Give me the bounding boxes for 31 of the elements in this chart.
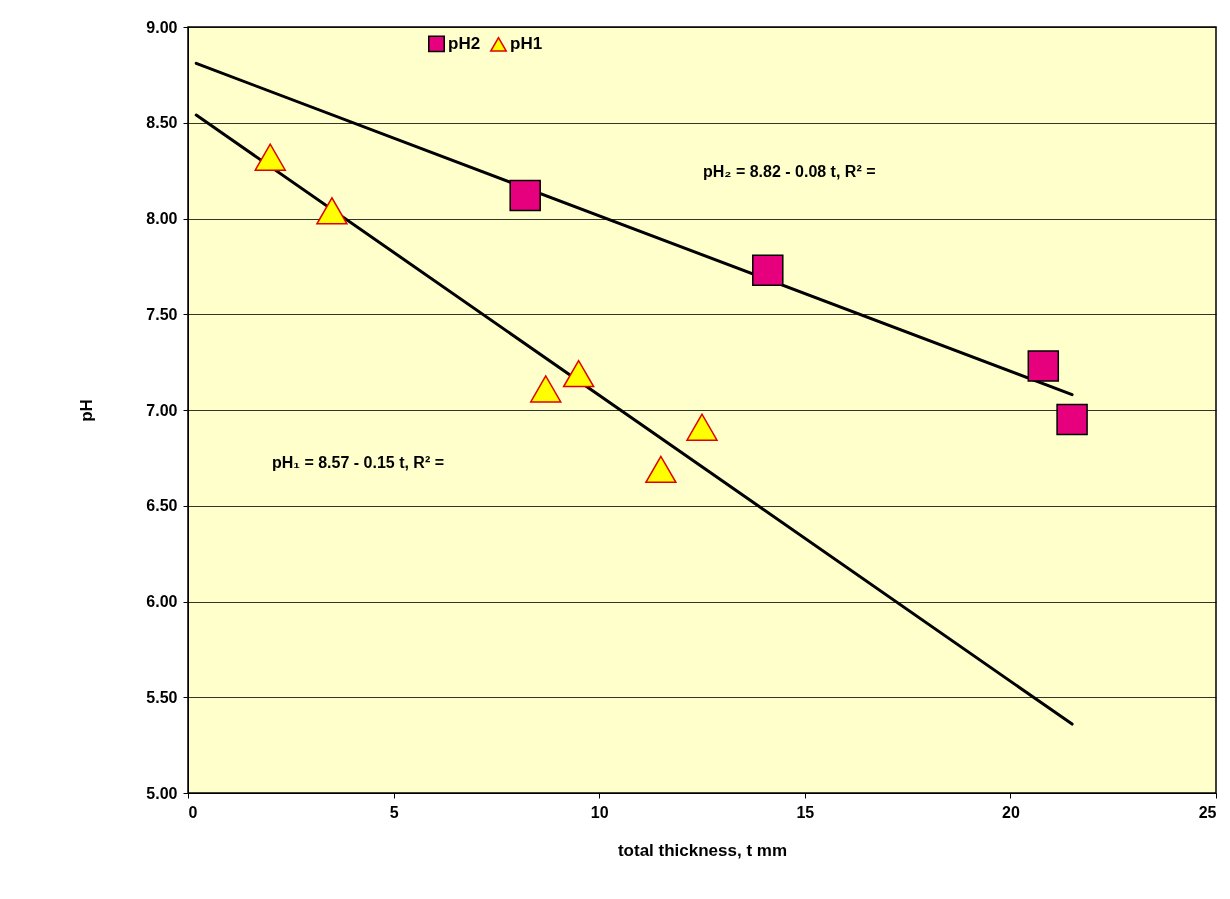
point [1056, 403, 1088, 436]
x-tick-label: 10 [590, 803, 609, 821]
y-tick-label: 8.00 [146, 210, 178, 227]
x-tick-label: 15 [796, 803, 815, 821]
point [686, 413, 718, 441]
y-tick-label: 9.00 [146, 18, 178, 36]
legend-label: pH1 [510, 34, 543, 54]
x-tick-label: 20 [1002, 803, 1020, 821]
point [562, 359, 595, 388]
y-tick-label: 7.00 [146, 401, 178, 419]
point [254, 143, 286, 171]
y-axis-title: pH [77, 399, 97, 422]
y-tick-label: 5.00 [146, 784, 178, 802]
point [316, 197, 348, 225]
point [529, 375, 562, 403]
x-axis-title: total thickness, t mm [617, 840, 788, 860]
annotation: pH₁ = 8.57 - 0.15 t, R² = [272, 454, 445, 471]
point [645, 455, 677, 484]
y-tick-label: 5.50 [146, 688, 178, 706]
x-tick-label: 25 [1198, 803, 1217, 821]
y-tick-label: 6.50 [146, 497, 178, 515]
point [752, 254, 784, 286]
point [509, 179, 541, 212]
point [1027, 350, 1060, 382]
annotation: pH₂ = 8.82 - 0.08 t, R² = [703, 163, 876, 180]
x-tick-label: 0 [188, 803, 198, 821]
legend-label: pH2 [448, 33, 481, 53]
y-tick-label: 7.50 [146, 305, 178, 323]
x-tick-label: 5 [389, 803, 399, 821]
y-tick-label: 6.00 [146, 593, 178, 610]
y-tick-label: 8.50 [146, 114, 178, 132]
